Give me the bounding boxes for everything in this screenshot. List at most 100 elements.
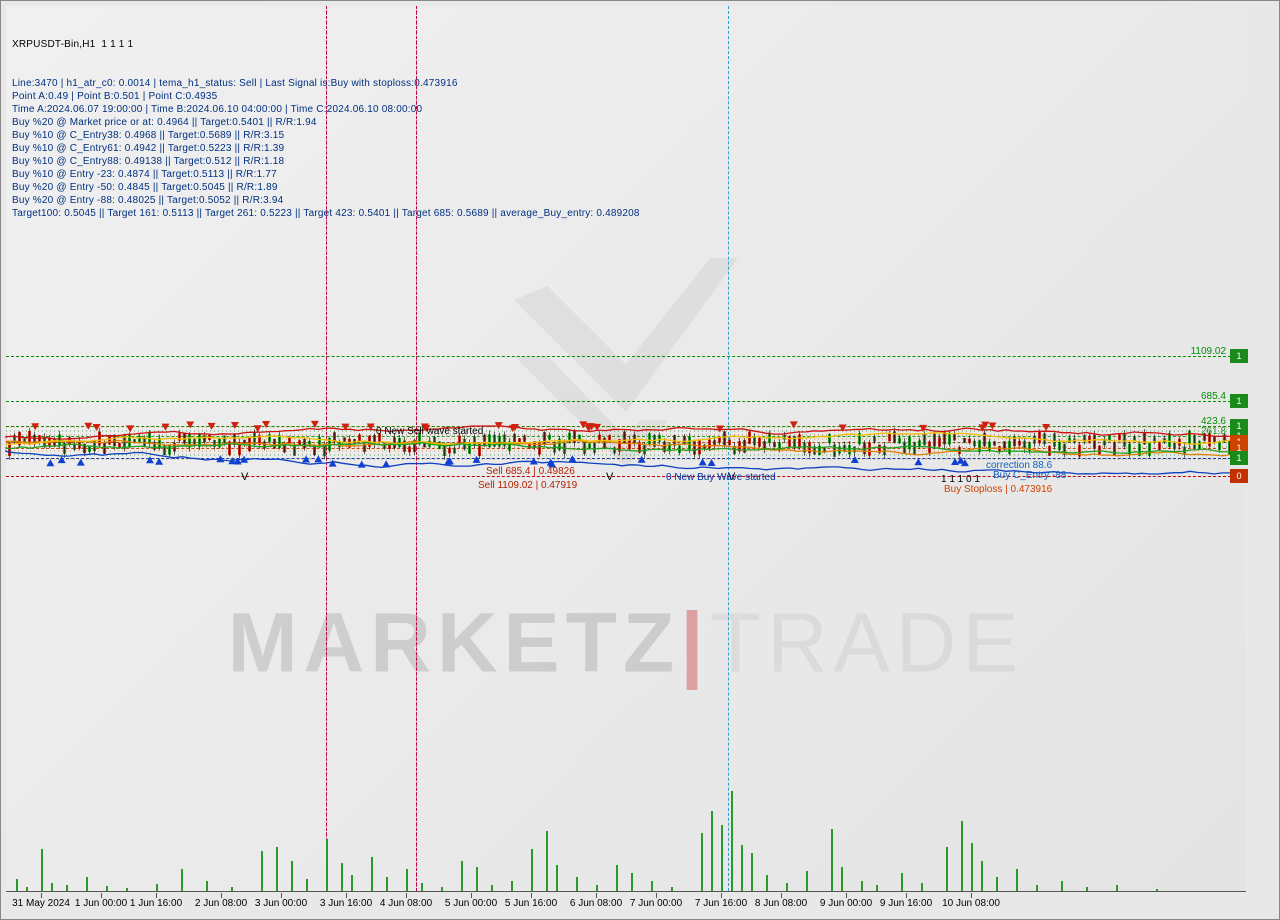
- volume-bar: [701, 833, 703, 891]
- volume-bar: [831, 829, 833, 891]
- volume-bar: [786, 883, 788, 891]
- volume-bar: [731, 791, 733, 891]
- volume-bar: [156, 884, 158, 891]
- chart-annotation: Sell 1109.02 | 0.47919: [478, 480, 577, 491]
- xaxis-label: 4 Jun 08:00: [380, 898, 432, 909]
- info-line: Buy %10 @ Entry -23: 0.4874 || Target:0.…: [12, 168, 640, 181]
- chart-annotation: Sell 685.4 | 0.49826: [486, 466, 575, 477]
- volume-bar: [181, 869, 183, 891]
- xaxis-label: 9 Jun 00:00: [820, 898, 872, 909]
- xaxis-label: 5 Jun 16:00: [505, 898, 557, 909]
- price-axis-tag: 1: [1230, 394, 1248, 408]
- volume-bar: [546, 831, 548, 891]
- price-band: VVV: [6, 424, 1246, 464]
- volume-bar: [41, 849, 43, 891]
- volume-bar: [276, 847, 278, 891]
- volume-bar: [841, 867, 843, 891]
- volume-bar: [326, 839, 328, 891]
- info-line: Buy %20 @ Entry -50: 0.4845 || Target:0.…: [12, 181, 640, 194]
- volume-bar: [531, 849, 533, 891]
- chart-title: XRPUSDT-Bin,H1 1 1 1 1: [12, 38, 640, 51]
- price-axis-tag: 0: [1230, 469, 1248, 483]
- svg-text:V: V: [241, 471, 249, 483]
- info-line: Buy %20 @ Market price or at: 0.4964 || …: [12, 116, 640, 129]
- watermark-part-b: TRADE: [710, 596, 1025, 690]
- volume-bar: [461, 861, 463, 891]
- watermark-part-a: MARKETZ: [228, 596, 681, 690]
- level-label: 1109.02: [1191, 346, 1226, 357]
- watermark-text: MARKETZ|TRADE: [228, 595, 1025, 692]
- info-lines: Line:3470 | h1_atr_c0: 0.0014 | tema_h1_…: [12, 77, 640, 220]
- xaxis-label: 1 Jun 16:00: [130, 898, 182, 909]
- volume-bar: [291, 861, 293, 891]
- volume-bar: [1061, 881, 1063, 891]
- volume-bar: [711, 811, 713, 891]
- volume-bar: [921, 883, 923, 891]
- xaxis-label: 1 Jun 00:00: [75, 898, 127, 909]
- volume-bar: [616, 865, 618, 891]
- volume-bar: [981, 861, 983, 891]
- volume-bar: [386, 877, 388, 891]
- xaxis-label: 31 May 2024: [12, 898, 70, 909]
- xaxis-label: 7 Jun 00:00: [630, 898, 682, 909]
- volume-bar: [371, 857, 373, 891]
- volume-bar: [511, 881, 513, 891]
- volume-bar: [651, 881, 653, 891]
- info-line: Time A:2024.06.07 19:00:00 | Time B:2024…: [12, 103, 640, 116]
- volume-bar: [766, 875, 768, 891]
- volume-bar: [971, 843, 973, 891]
- price-axis-tag: 1: [1230, 451, 1248, 465]
- xaxis-label: 5 Jun 00:00: [445, 898, 497, 909]
- xaxis-label: 3 Jun 00:00: [255, 898, 307, 909]
- volume-bar: [1016, 869, 1018, 891]
- volume-bar: [351, 875, 353, 891]
- volume-bar: [306, 879, 308, 891]
- chart-annotation: Buy Stoploss | 0.473916: [944, 484, 1052, 495]
- info-line: Target100: 0.5045 || Target 161: 0.5113 …: [12, 207, 640, 220]
- level-line: [6, 401, 1246, 402]
- watermark-bar: |: [680, 596, 710, 690]
- volume-bar: [476, 867, 478, 891]
- info-overlay: XRPUSDT-Bin,H1 1 1 1 1 Line:3470 | h1_at…: [12, 12, 640, 246]
- volume-bar: [751, 853, 753, 891]
- volume-bar: [261, 851, 263, 891]
- info-line: Point A:0.49 | Point B:0.501 | Point C:0…: [12, 90, 640, 103]
- xaxis-label: 7 Jun 16:00: [695, 898, 747, 909]
- xaxis-label: 9 Jun 16:00: [880, 898, 932, 909]
- xaxis-label: 2 Jun 08:00: [195, 898, 247, 909]
- volume-bar: [721, 825, 723, 891]
- volume-layer: [6, 771, 1246, 891]
- level-line: [6, 356, 1246, 357]
- xaxis-label: 10 Jun 08:00: [942, 898, 1000, 909]
- chart-annotation: Buy C_Entry -88: [993, 470, 1066, 481]
- volume-bar: [996, 877, 998, 891]
- svg-text:V: V: [606, 471, 614, 483]
- xaxis-label: 3 Jun 16:00: [320, 898, 372, 909]
- info-line: Buy %20 @ Entry -88: 0.48025 || Target:0…: [12, 194, 640, 207]
- volume-bar: [576, 877, 578, 891]
- chart-annotation: 0 New Buy Wave started: [666, 472, 776, 483]
- xaxis-label: 6 Jun 08:00: [570, 898, 622, 909]
- volume-bar: [556, 865, 558, 891]
- volume-bar: [86, 877, 88, 891]
- level-label: 685.4: [1201, 391, 1226, 402]
- volume-bar: [16, 879, 18, 891]
- info-line: Line:3470 | h1_atr_c0: 0.0014 | tema_h1_…: [12, 77, 640, 90]
- volume-bar: [861, 881, 863, 891]
- volume-bar: [806, 871, 808, 891]
- volume-bar: [901, 873, 903, 891]
- time-axis: 31 May 2024 1 Jun 00:001 Jun 16:00 2 Jun 0…: [6, 891, 1246, 917]
- chart-window: MARKETZ|TRADE 1109.02685.4423.6261.8 VVV…: [0, 0, 1280, 920]
- info-line: Buy %10 @ C_Entry88: 0.49138 || Target:0…: [12, 155, 640, 168]
- volume-bar: [341, 863, 343, 891]
- volume-bar: [741, 845, 743, 891]
- price-axis-tag: 1: [1230, 349, 1248, 363]
- chart-annotation: 0 New Sell wave started: [376, 426, 483, 437]
- volume-bar: [631, 873, 633, 891]
- volume-bar: [51, 883, 53, 891]
- info-line: Buy %10 @ C_Entry38: 0.4968 || Target:0.…: [12, 129, 640, 142]
- volume-bar: [946, 847, 948, 891]
- chart-area[interactable]: MARKETZ|TRADE 1109.02685.4423.6261.8 VVV…: [6, 6, 1246, 891]
- volume-bar: [961, 821, 963, 891]
- xaxis-label: 8 Jun 08:00: [755, 898, 807, 909]
